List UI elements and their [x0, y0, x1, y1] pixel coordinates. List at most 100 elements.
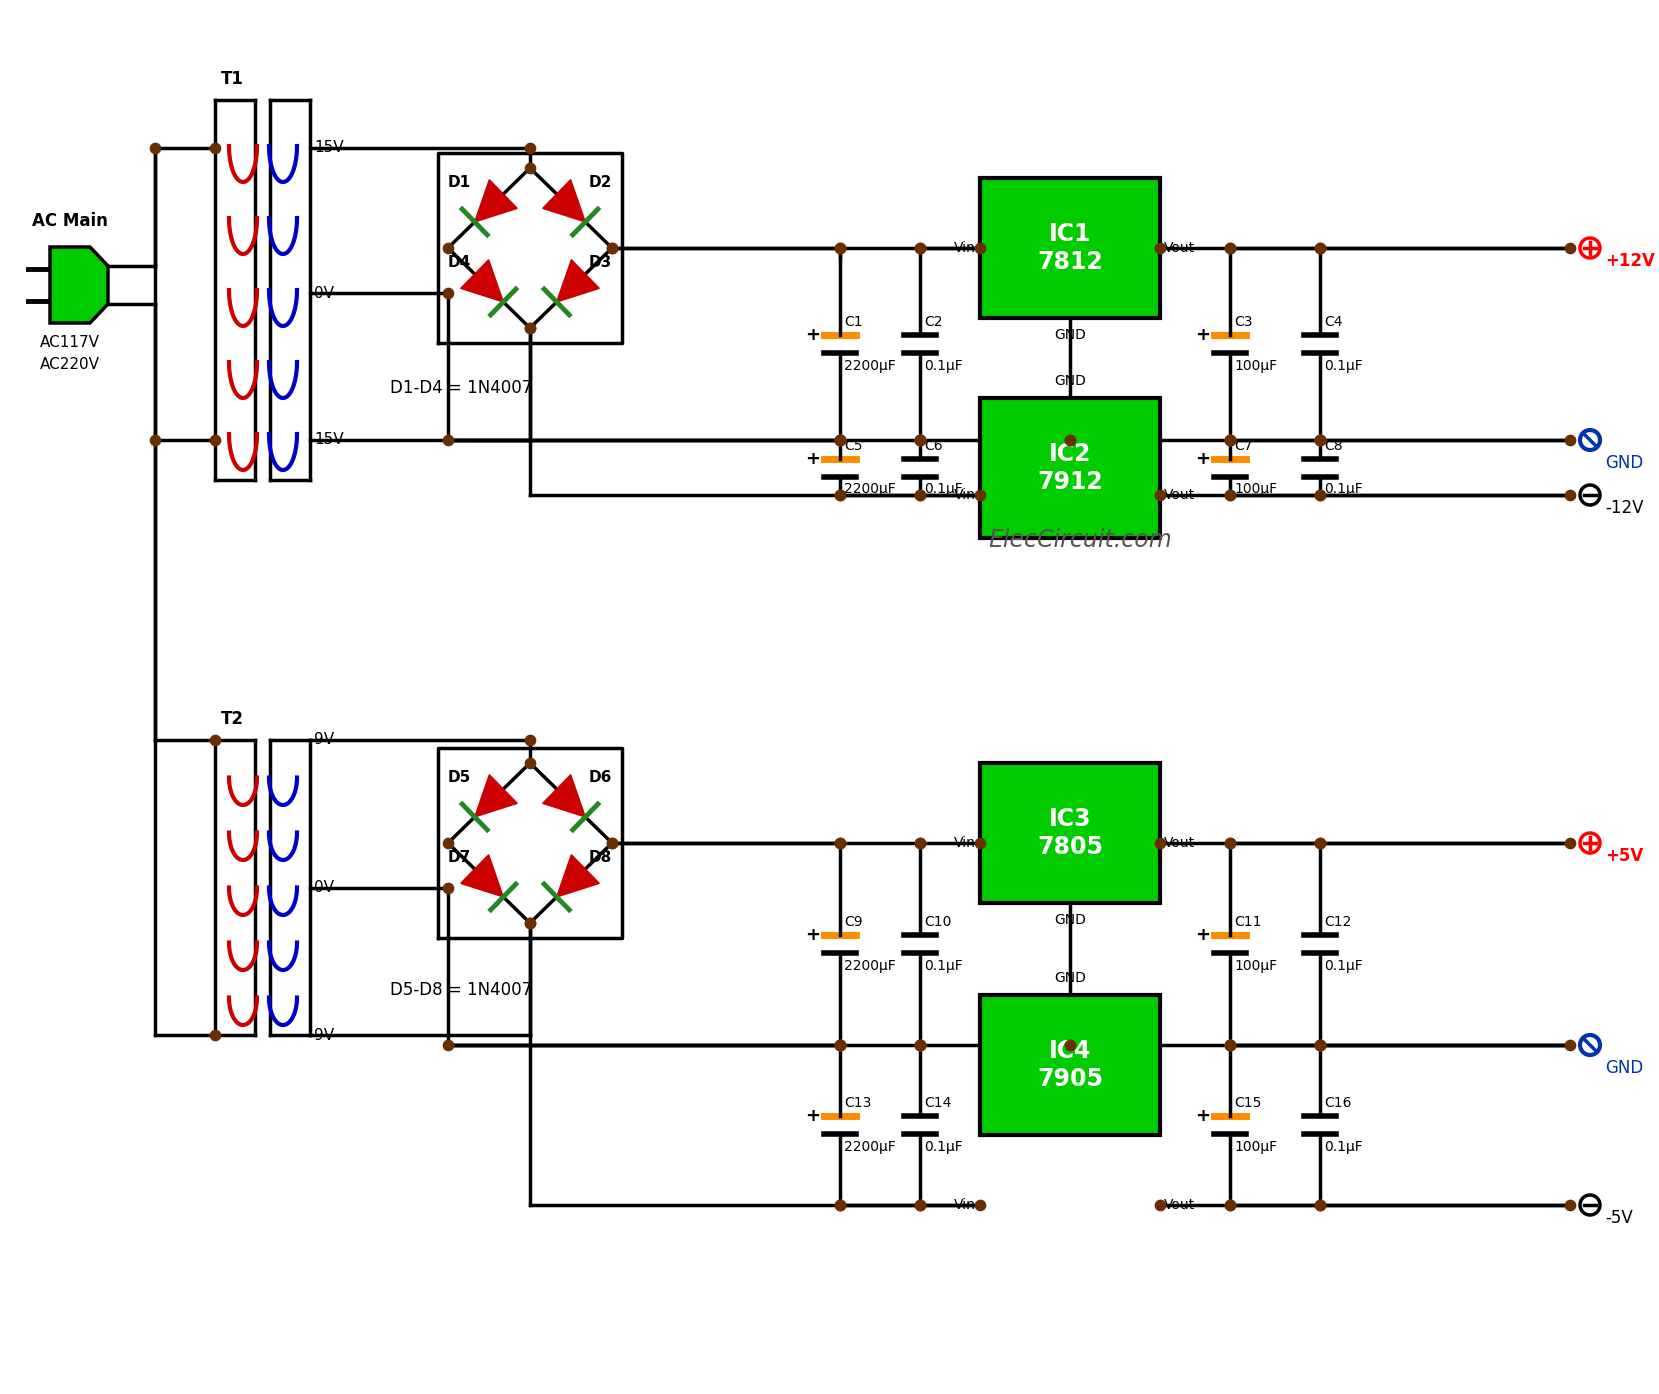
Text: C11: C11: [1234, 914, 1261, 928]
Point: [907, 832, 934, 855]
Point: [907, 484, 934, 506]
Text: 7805: 7805: [1037, 835, 1103, 859]
Point: [1216, 237, 1243, 259]
Text: D3: D3: [589, 255, 612, 270]
Text: C2: C2: [924, 315, 942, 329]
Point: [1146, 1193, 1173, 1216]
Point: [826, 429, 853, 452]
Text: AC117V: AC117V: [40, 335, 100, 350]
Point: [1307, 484, 1334, 506]
Point: [202, 429, 229, 452]
Text: ElecCircuit.com: ElecCircuit.com: [989, 528, 1171, 552]
Point: [516, 912, 542, 934]
Text: 2200μF: 2200μF: [844, 360, 896, 374]
Point: [1307, 1034, 1334, 1057]
Text: 0V: 0V: [314, 880, 333, 895]
Text: 100μF: 100μF: [1234, 482, 1277, 496]
Text: C1: C1: [844, 315, 863, 329]
Text: 0.1μF: 0.1μF: [1324, 959, 1362, 973]
Point: [202, 137, 229, 159]
Point: [907, 429, 934, 452]
Text: 100μF: 100μF: [1234, 360, 1277, 374]
Text: 0.1μF: 0.1μF: [924, 360, 962, 374]
Text: D5-D8 = 1N4007: D5-D8 = 1N4007: [390, 981, 533, 999]
Point: [599, 237, 625, 259]
Point: [435, 282, 461, 304]
Text: 2200μF: 2200μF: [844, 959, 896, 973]
Point: [435, 237, 461, 259]
Text: GND: GND: [1604, 1059, 1644, 1078]
Point: [202, 1023, 229, 1046]
Point: [826, 237, 853, 259]
Point: [907, 1034, 934, 1057]
Point: [1307, 832, 1334, 855]
Point: [1216, 429, 1243, 452]
Point: [1307, 429, 1334, 452]
Text: C9: C9: [844, 914, 863, 928]
Text: 9V: 9V: [314, 1027, 333, 1043]
Point: [599, 832, 625, 855]
Text: Vin: Vin: [954, 241, 975, 255]
Text: 0.1μF: 0.1μF: [1324, 360, 1362, 374]
Text: T1: T1: [221, 70, 244, 88]
Point: [826, 237, 853, 259]
Text: GND: GND: [1053, 913, 1087, 927]
Point: [1307, 429, 1334, 452]
Text: 100μF: 100μF: [1234, 1140, 1277, 1154]
Point: [1146, 484, 1173, 506]
Point: [1216, 832, 1243, 855]
Point: [1307, 1193, 1334, 1216]
Point: [826, 484, 853, 506]
Point: [1307, 237, 1334, 259]
Text: -5V: -5V: [1604, 1209, 1632, 1227]
Text: D5: D5: [448, 769, 471, 785]
Point: [1216, 1034, 1243, 1057]
Point: [1216, 429, 1243, 452]
Text: +: +: [805, 449, 820, 467]
Text: 0.1μF: 0.1μF: [924, 482, 962, 496]
Text: C6: C6: [924, 439, 942, 453]
Point: [826, 1034, 853, 1057]
Text: C10: C10: [924, 914, 951, 928]
Point: [1146, 832, 1173, 855]
Text: C16: C16: [1324, 1096, 1352, 1110]
Polygon shape: [474, 180, 518, 222]
Text: 0.1μF: 0.1μF: [1324, 482, 1362, 496]
Text: C3: C3: [1234, 315, 1253, 329]
Point: [516, 137, 542, 159]
FancyBboxPatch shape: [980, 178, 1160, 318]
Point: [1216, 1193, 1243, 1216]
Point: [1057, 1034, 1083, 1057]
Text: D1: D1: [448, 176, 471, 190]
Point: [826, 1193, 853, 1216]
Point: [1307, 429, 1334, 452]
Point: [826, 1034, 853, 1057]
Point: [826, 1034, 853, 1057]
Point: [907, 429, 934, 452]
Text: D7: D7: [448, 850, 471, 866]
Point: [1216, 484, 1243, 506]
Text: 15V: 15V: [314, 141, 343, 156]
Text: AC220V: AC220V: [40, 357, 100, 372]
Point: [907, 1193, 934, 1216]
Text: D2: D2: [589, 176, 612, 190]
Text: C13: C13: [844, 1096, 871, 1110]
Point: [516, 316, 542, 339]
Text: +: +: [1194, 326, 1209, 344]
Text: 0.1μF: 0.1μF: [1324, 1140, 1362, 1154]
Point: [907, 1193, 934, 1216]
Text: +: +: [1194, 449, 1209, 467]
Text: C4: C4: [1324, 315, 1342, 329]
Point: [826, 429, 853, 452]
Text: C15: C15: [1234, 1096, 1261, 1110]
Point: [907, 1034, 934, 1057]
Point: [1216, 1193, 1243, 1216]
Point: [1216, 1034, 1243, 1057]
Text: +5V: +5V: [1604, 848, 1644, 866]
Point: [435, 429, 461, 452]
Point: [435, 1034, 461, 1057]
Point: [1307, 484, 1334, 506]
FancyBboxPatch shape: [980, 763, 1160, 903]
Text: Vin: Vin: [954, 488, 975, 502]
Point: [826, 484, 853, 506]
